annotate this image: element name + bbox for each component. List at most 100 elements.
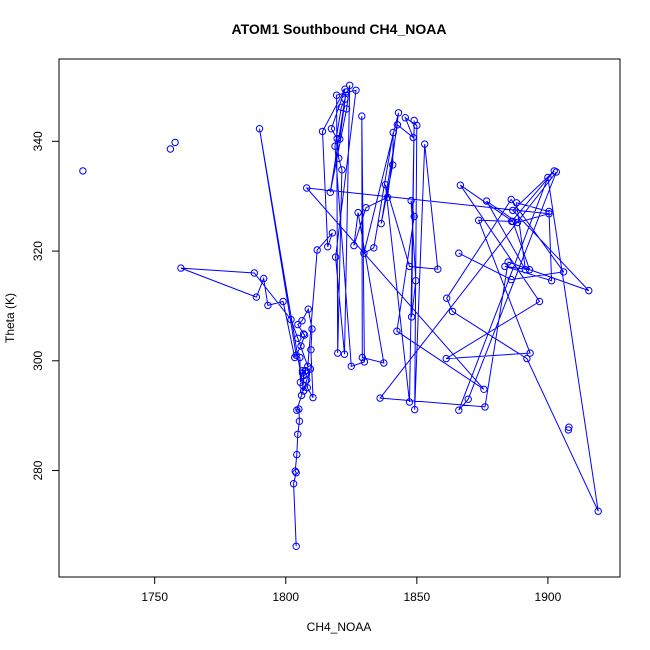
y-axis-label: Theta (K) [3,293,17,343]
data-point [380,359,388,367]
data-point [464,395,472,403]
y-tick-label: 340 [31,131,45,151]
data-point [526,349,534,357]
data-point [410,212,418,221]
data-point [292,542,300,550]
data-point [293,406,301,414]
data-point [250,269,259,277]
data-point [303,376,311,384]
x-tick-label: 1900 [535,590,562,604]
data-point [287,315,295,324]
x-axis: 1750 1800 1850 1900 [141,576,562,604]
data-point [166,145,175,153]
data-point [456,181,465,189]
data-point [295,417,304,425]
data-point [358,112,366,120]
data-point [552,168,560,176]
x-tick-label: 1750 [141,590,168,604]
data-point [512,199,521,207]
data-point [410,116,418,125]
data-point [346,81,354,90]
data-point [324,243,332,251]
data-point [299,330,308,338]
data-point [544,173,552,182]
x-tick-label: 1850 [403,590,430,604]
data-point [421,140,429,148]
data-point [298,367,307,375]
data-point [304,362,312,370]
chart-title: ATOM1 Southbound CH4_NOAA [232,21,447,37]
data-point [442,354,450,363]
data-point [401,114,409,122]
data-point [377,219,385,228]
data-point [255,125,264,133]
data-point [313,246,321,254]
data-point [455,249,463,257]
data-point [559,268,568,276]
data-point [303,384,311,392]
data-point [381,181,390,189]
data-point [504,258,512,266]
data-point [340,350,349,358]
data-point [480,385,488,393]
data-point [434,265,442,273]
data-point [411,405,419,414]
data-point [482,197,491,205]
data-point [289,480,298,488]
data-point [507,195,515,204]
data-point [394,109,403,117]
data-point [545,207,553,216]
y-tick-label: 280 [31,460,45,480]
data-point [585,286,593,295]
y-tick-label: 300 [31,350,45,370]
data-point [594,507,602,515]
x-tick-label: 1800 [272,590,299,604]
data-point [407,196,415,205]
data-point [393,121,402,129]
data-point [481,403,489,411]
data-point [298,317,306,325]
data-point [297,342,305,350]
data-point [525,266,534,274]
data-point [304,305,312,313]
data-point [507,275,515,284]
data-point [352,86,360,95]
data-point [79,167,87,175]
data-point [407,313,416,321]
data-point [523,354,531,363]
data-point [303,184,311,192]
data-point [565,423,573,431]
series-line [180,85,599,547]
data-point [389,161,397,169]
data-point [294,430,302,438]
data-point [291,467,299,475]
data-point [535,297,544,306]
plot-area [79,81,602,550]
data-point [335,154,343,163]
data-point [264,301,272,310]
data-point [292,469,300,477]
data-point [334,349,342,357]
data-point [509,206,517,215]
data-point [521,266,530,274]
data-point [475,216,483,225]
data-point [412,277,420,285]
data-point [347,362,355,370]
data-point [342,105,351,113]
data-point [177,264,185,272]
data-point [294,334,302,342]
data-point [293,450,301,459]
data-point [376,394,384,402]
data-point [331,142,339,150]
data-point [327,125,336,133]
data-point [341,95,349,103]
y-axis: 280 300 320 340 [31,131,60,481]
data-point [296,378,305,386]
data-point [308,325,316,333]
data-point [328,229,337,237]
data-point [455,406,463,414]
data-point [333,134,341,143]
y-tick-label: 320 [31,241,45,261]
data-point [409,133,417,142]
